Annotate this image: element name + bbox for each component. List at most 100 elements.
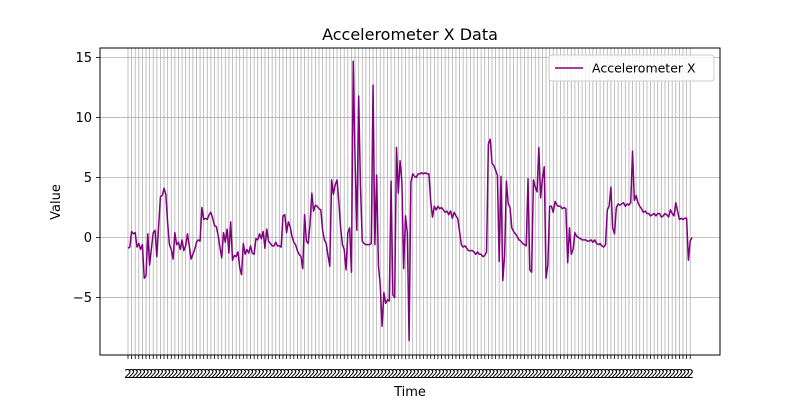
x-tick-label: 2 — [290, 367, 298, 381]
x-tick-label: 2 — [506, 367, 514, 381]
x-tick-label: 2 — [304, 367, 312, 381]
x-tick-label: 2 — [171, 367, 179, 381]
x-tick-label: 2 — [636, 367, 644, 381]
x-tick-label: 2 — [258, 367, 266, 381]
x-tick-label: 2 — [423, 367, 431, 381]
x-tick-label: 2 — [196, 367, 204, 381]
x-tick-label: 2 — [182, 367, 190, 381]
x-tick-label: 2 — [200, 367, 208, 381]
x-tick-label: 2 — [521, 367, 529, 381]
x-tick-label: 2 — [614, 367, 622, 381]
x-tick-label: 2 — [420, 367, 428, 381]
x-tick-label: 2 — [412, 367, 420, 381]
x-tick-label: 2 — [571, 367, 579, 381]
x-tick-label: 2 — [153, 367, 161, 381]
x-tick-label: 2 — [607, 367, 615, 381]
x-tick-label: 2 — [272, 367, 280, 381]
x-tick-label: 2 — [409, 367, 417, 381]
x-tick-label: 2 — [676, 367, 684, 381]
x-tick-label: 2 — [510, 367, 518, 381]
x-tick-label: 2 — [618, 367, 626, 381]
x-tick-label: 2 — [135, 367, 143, 381]
x-tick-label: 2 — [589, 367, 597, 381]
x-tick-label: 2 — [467, 367, 475, 381]
x-tick-label: 2 — [640, 367, 648, 381]
x-tick-label: 2 — [449, 367, 457, 381]
x-tick-label: 2 — [539, 367, 547, 381]
plot-frame — [99, 47, 721, 356]
x-tick-label: 2 — [384, 367, 392, 381]
legend-label: Accelerometer X — [592, 61, 696, 76]
x-tick-label: 2 — [542, 367, 550, 381]
x-tick-label: 2 — [402, 367, 410, 381]
series-line-accelerometer-x — [127, 60, 693, 342]
x-tick-label: 2 — [535, 367, 543, 381]
x-tick-label: 2 — [243, 367, 251, 381]
x-tick-label: 2 — [315, 367, 323, 381]
x-tick-label: 2 — [416, 367, 424, 381]
x-ticks — [127, 355, 691, 359]
x-tick-label: 2 — [391, 367, 399, 381]
x-tick-label: 2 — [387, 367, 395, 381]
x-tick-label: 2 — [203, 367, 211, 381]
x-tick-label: 2 — [593, 367, 601, 381]
x-tick-label: 2 — [207, 367, 215, 381]
x-tick-label: 2 — [625, 367, 633, 381]
x-tick-label: 2 — [668, 367, 676, 381]
y-tick-label: −5 — [73, 291, 92, 306]
x-tick-label: 2 — [149, 367, 157, 381]
x-tick-label: 2 — [344, 367, 352, 381]
x-tick-label: 2 — [139, 367, 147, 381]
x-tick-label: 2 — [221, 367, 229, 381]
x-tick-label: 2 — [686, 367, 694, 381]
x-tick-label: 2 — [362, 367, 370, 381]
x-tick-label: 2 — [531, 367, 539, 381]
x-tick-label: 2 — [622, 367, 630, 381]
x-tick-label: 2 — [175, 367, 183, 381]
x-tick-label: 2 — [236, 367, 244, 381]
x-tick-label: 2 — [488, 367, 496, 381]
x-tick-label: 2 — [596, 367, 604, 381]
x-tick-label: 2 — [672, 367, 680, 381]
x-tick-label: 2 — [131, 367, 139, 381]
x-tick-label: 2 — [546, 367, 554, 381]
chart-title: Accelerometer X Data — [322, 25, 498, 44]
x-tick-label: 2 — [477, 367, 485, 381]
x-tick-label: 2 — [225, 367, 233, 381]
x-tick-label: 2 — [438, 367, 446, 381]
x-tick-label: 2 — [312, 367, 320, 381]
x-tick-label: 2 — [254, 367, 262, 381]
y-tick-label: 5 — [84, 171, 92, 186]
x-tick-label: 2 — [553, 367, 561, 381]
x-tick-label: 2 — [355, 367, 363, 381]
x-tick-label: 2 — [218, 367, 226, 381]
x-tick-label: 2 — [128, 367, 136, 381]
legend-box — [548, 54, 715, 82]
x-tick-label: 2 — [340, 367, 348, 381]
x-tick-label: 2 — [470, 367, 478, 381]
x-tick-label: 2 — [513, 367, 521, 381]
x-tick-label: 2 — [319, 367, 327, 381]
x-tick-label: 2 — [297, 367, 305, 381]
x-tick-label: 2 — [358, 367, 366, 381]
x-tick-label: 2 — [528, 367, 536, 381]
x-tick-label: 2 — [250, 367, 258, 381]
x-tick-label: 2 — [322, 367, 330, 381]
x-tick-label: 2 — [495, 367, 503, 381]
y-tick-label: 10 — [75, 111, 92, 126]
x-tick-label: 2 — [337, 367, 345, 381]
x-tick-label: 2 — [650, 367, 658, 381]
x-tick-label: 2 — [265, 367, 273, 381]
x-tick-label: 2 — [578, 367, 586, 381]
x-tick-label: 2 — [373, 367, 381, 381]
x-tick-label: 2 — [214, 367, 222, 381]
x-tick-label: 2 — [524, 367, 532, 381]
x-tick-label: 2 — [600, 367, 608, 381]
x-tick-label: 2 — [679, 367, 687, 381]
y-tick-label: 0 — [84, 231, 92, 246]
x-tick-label: 2 — [665, 367, 673, 381]
x-tick-label: 2 — [394, 367, 402, 381]
x-tick-label: 2 — [654, 367, 662, 381]
x-tick-label: 2 — [557, 367, 565, 381]
x-tick-label: 2 — [485, 367, 493, 381]
